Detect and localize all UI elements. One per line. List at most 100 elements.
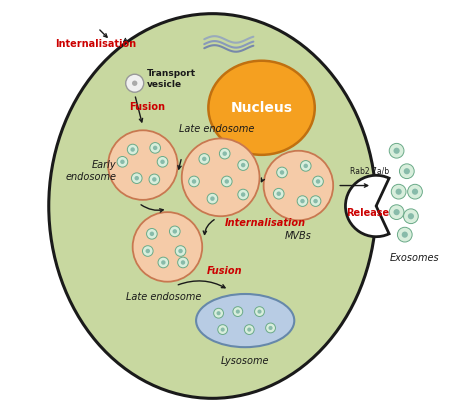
Circle shape [178,257,188,268]
Circle shape [401,232,408,238]
Circle shape [247,328,251,332]
Circle shape [181,260,185,265]
Text: Exosomes: Exosomes [390,253,440,263]
Circle shape [301,161,311,171]
Circle shape [222,151,227,156]
Circle shape [395,189,402,195]
Circle shape [238,189,248,200]
Circle shape [131,173,142,183]
Circle shape [202,157,207,161]
Circle shape [178,249,183,253]
Circle shape [152,177,156,182]
Text: Nucleus: Nucleus [230,101,292,115]
Circle shape [135,176,139,180]
Circle shape [173,229,177,234]
Circle shape [310,196,321,206]
Circle shape [257,309,262,314]
Text: MVBs: MVBs [285,231,312,241]
Text: Lysosome: Lysosome [221,356,269,366]
Circle shape [241,163,246,167]
Circle shape [241,192,246,197]
Circle shape [189,176,200,187]
Ellipse shape [196,294,294,347]
Text: Internalisation: Internalisation [55,40,136,49]
Circle shape [219,148,230,159]
Circle shape [161,260,165,265]
Text: Early
endosome: Early endosome [65,160,116,182]
Circle shape [408,184,422,199]
Circle shape [150,143,161,153]
Circle shape [128,144,138,155]
Circle shape [158,257,169,268]
Circle shape [273,188,284,199]
Circle shape [313,199,318,204]
Circle shape [393,209,400,215]
Circle shape [143,246,153,256]
Circle shape [132,80,137,86]
Circle shape [225,179,229,184]
Circle shape [238,160,248,171]
Circle shape [157,157,168,167]
Text: Transport
vesicle: Transport vesicle [147,70,196,89]
Circle shape [170,226,180,236]
Circle shape [146,229,157,239]
Circle shape [149,174,160,185]
Circle shape [150,232,154,236]
Circle shape [313,176,323,187]
Circle shape [389,205,404,220]
Circle shape [120,159,125,164]
Circle shape [300,199,305,204]
Text: Release: Release [346,208,390,218]
Circle shape [412,189,418,195]
Ellipse shape [182,138,259,216]
Circle shape [221,176,232,187]
Text: Rab2 7a/b: Rab2 7a/b [349,166,389,176]
Circle shape [397,227,412,242]
Text: Late endosome: Late endosome [126,292,201,302]
Circle shape [268,326,273,330]
Circle shape [199,154,210,164]
Ellipse shape [49,14,376,398]
Circle shape [403,209,418,224]
Circle shape [265,323,275,333]
Circle shape [233,307,243,316]
Circle shape [408,213,414,219]
Circle shape [280,170,284,175]
Circle shape [126,74,144,92]
Ellipse shape [209,61,315,155]
Circle shape [153,146,157,150]
Circle shape [217,311,221,315]
Ellipse shape [133,212,202,282]
Circle shape [389,143,404,158]
Text: Fusion: Fusion [207,266,243,276]
Circle shape [207,193,218,204]
Ellipse shape [264,151,333,220]
Circle shape [146,249,150,253]
Circle shape [236,309,240,314]
Circle shape [404,168,410,174]
Circle shape [220,328,225,332]
Circle shape [130,147,135,152]
Text: Late endosome: Late endosome [179,124,254,133]
Circle shape [391,184,406,199]
Text: Internalisation: Internalisation [225,218,306,228]
Circle shape [297,196,308,206]
Circle shape [276,192,281,196]
Circle shape [393,147,400,154]
Ellipse shape [108,130,178,200]
Circle shape [245,325,254,335]
Circle shape [400,164,414,178]
Circle shape [218,325,228,335]
Circle shape [214,308,224,318]
Circle shape [303,164,308,168]
Circle shape [192,179,196,184]
Circle shape [175,246,186,256]
Circle shape [160,159,165,164]
Circle shape [117,157,128,167]
Text: Fusion: Fusion [129,102,165,112]
Wedge shape [346,176,389,236]
Circle shape [277,167,287,178]
Circle shape [316,179,320,184]
Circle shape [255,307,264,316]
Circle shape [210,197,215,201]
